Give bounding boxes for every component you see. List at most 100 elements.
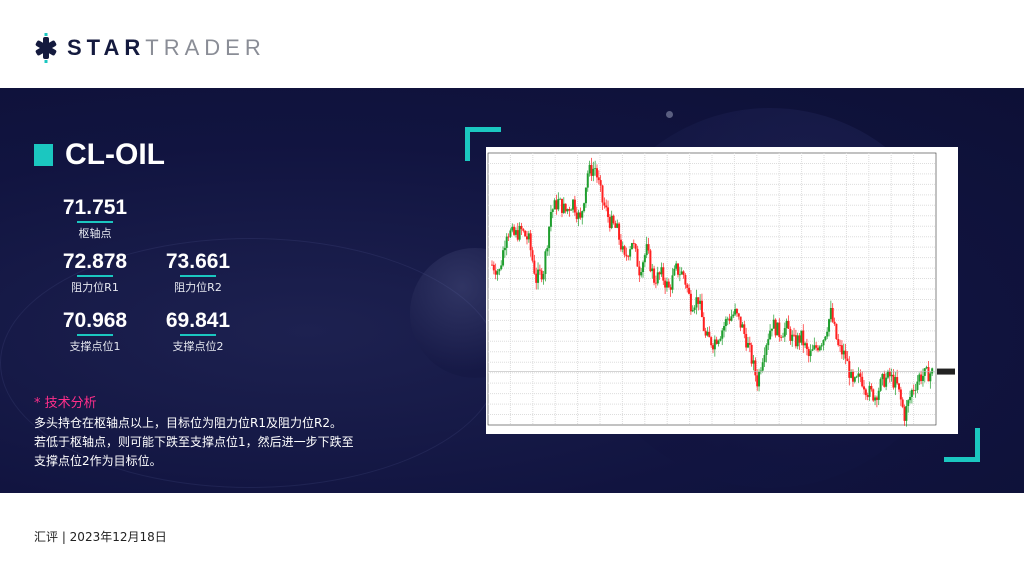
current-price-tag [937, 368, 955, 375]
candle-body [671, 275, 674, 290]
candle-body [568, 209, 571, 211]
candle-body [566, 209, 569, 212]
candle-body [851, 371, 854, 382]
candle-body [704, 330, 707, 336]
brand-light: TRADER [145, 35, 266, 60]
price-chart [486, 147, 958, 434]
candle-body [675, 263, 678, 269]
candle-body [507, 236, 510, 238]
candle-body [813, 345, 816, 350]
candle-body [642, 262, 645, 273]
candle-body [601, 185, 604, 203]
candle-body [677, 263, 680, 275]
candle-body [577, 212, 580, 219]
candle-body [706, 331, 709, 336]
pivot-level: 71.751 枢轴点 [40, 196, 150, 241]
candle-body [607, 207, 610, 218]
candle-body [584, 187, 587, 204]
candle-body [772, 319, 775, 329]
candle-body [874, 397, 877, 401]
candle-body [496, 271, 499, 275]
candle-body [688, 287, 691, 294]
s2-label: 支撑点位2 [172, 340, 224, 353]
candle-body [579, 212, 582, 218]
candle-body [612, 215, 615, 224]
candle-body [636, 248, 639, 267]
candle-body [562, 203, 565, 213]
candle-body [881, 373, 884, 380]
pivot-value: 71.751 [62, 196, 128, 219]
candle-body [514, 230, 517, 235]
candle-body [735, 308, 738, 314]
candle-body [868, 385, 871, 397]
level-underline [77, 221, 113, 223]
candle-body [780, 336, 783, 338]
candle-body [669, 287, 672, 290]
candle-body [778, 322, 781, 337]
title-marker [34, 144, 53, 166]
candle-body [758, 371, 761, 387]
candle-body [890, 374, 893, 377]
candle-body [921, 375, 924, 382]
candle-body [781, 336, 784, 338]
logo: STAR TRADER [33, 33, 266, 63]
candle-body [618, 223, 621, 240]
candle-body [551, 209, 554, 212]
candle-body [619, 239, 622, 250]
candle-body [763, 354, 766, 363]
candle-body [721, 330, 724, 339]
candle-body [765, 345, 768, 355]
candle-body [592, 168, 595, 176]
candle-body [844, 350, 847, 359]
r1-level: 72.878 阻力位R1 [40, 250, 150, 295]
candle-body [673, 268, 676, 276]
candle-body [929, 373, 932, 382]
candle-body [498, 269, 501, 272]
candle-body [901, 399, 904, 407]
candle-body [912, 389, 915, 391]
candle-body [651, 268, 654, 272]
analysis-line: 支撑点位2作为目标位。 [34, 454, 162, 468]
candle-body [555, 200, 558, 210]
candle-body [660, 267, 663, 275]
level-underline [180, 275, 216, 277]
candle-body [544, 251, 547, 274]
candle-body [859, 373, 862, 377]
candle-body [570, 209, 573, 211]
candle-body [682, 271, 685, 276]
candle-body [527, 233, 530, 240]
candle-body [616, 223, 619, 228]
candle-body [894, 377, 897, 388]
candle-body [835, 323, 838, 340]
candle-body [658, 272, 661, 275]
candle-body [723, 326, 726, 331]
candle-body [886, 371, 889, 378]
candle-body [931, 368, 934, 374]
decorative-dot [666, 111, 673, 118]
s1-label: 支撑点位1 [69, 340, 121, 353]
candle-body [883, 373, 886, 387]
candle-body [870, 385, 873, 390]
star-logo-icon [35, 33, 57, 63]
candle-body [559, 198, 562, 200]
candle-body [588, 164, 591, 174]
candle-body [850, 371, 853, 378]
candle-body [787, 320, 790, 329]
analysis-text: 多头持仓在枢轴点以上，目标位为阻力位R1及阻力位R2。 若低于枢轴点，则可能下跌… [34, 414, 434, 471]
r2-label: 阻力位R2 [174, 281, 222, 294]
candle-body [863, 386, 866, 390]
candle-body [840, 345, 843, 355]
candle-body [645, 244, 648, 256]
candle-body [502, 250, 505, 266]
candle-body [888, 371, 891, 377]
r1-value: 72.878 [62, 250, 128, 273]
candle-body [662, 267, 665, 281]
candle-body [739, 316, 742, 328]
candle-body [855, 376, 858, 378]
candle-body [594, 168, 597, 170]
candle-body [872, 389, 875, 401]
corner-bracket-top-left [465, 127, 501, 161]
candle-body [839, 345, 842, 346]
candle-body [603, 202, 606, 206]
candle-body [605, 205, 608, 208]
